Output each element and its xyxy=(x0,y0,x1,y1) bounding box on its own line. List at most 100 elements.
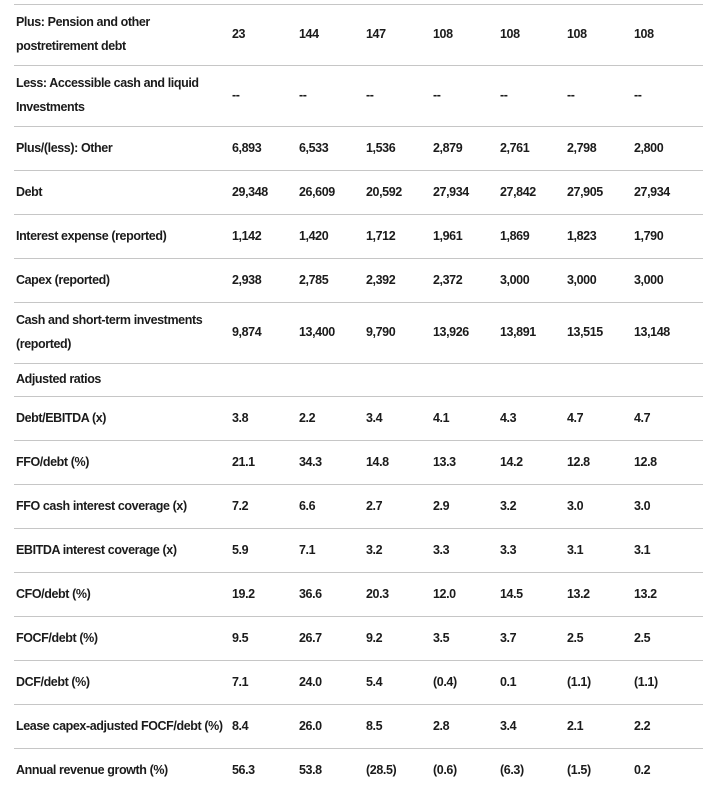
cell-value: 24.0 xyxy=(299,674,322,689)
cell-value: 34.3 xyxy=(299,454,322,469)
cell-value: (6.3) xyxy=(500,763,524,778)
table-row: Debt 29,348 26,609 20,592 27,934 27,842 27,905… xyxy=(14,171,703,215)
cell-value: 1,823 xyxy=(567,228,597,243)
cell-value: 4.7 xyxy=(634,410,651,425)
cell-value: 2.7 xyxy=(366,498,383,513)
cell-value: 26,609 xyxy=(299,184,335,199)
cell-value: 6.6 xyxy=(299,498,316,513)
cell-value: 6,533 xyxy=(299,140,329,155)
cell-value: 2.2 xyxy=(299,410,316,425)
row-label: Plus/(less): Other xyxy=(16,140,113,155)
table-row: Cash and short-term investments (reporte… xyxy=(14,303,703,364)
cell-value: 3,000 xyxy=(500,272,530,287)
cell-value: (0.4) xyxy=(433,674,457,689)
cell-value: 2.1 xyxy=(567,718,584,733)
cell-value: 3.3 xyxy=(500,542,517,557)
cell-value: 13,400 xyxy=(299,325,335,340)
cell-value: 12.8 xyxy=(634,454,657,469)
cell-value: 13.3 xyxy=(433,454,456,469)
cell-value: 27,842 xyxy=(500,184,536,199)
table-row: FFO/debt (%) 21.1 34.3 14.8 13.3 14.2 12.8 12.8 xyxy=(14,441,703,485)
cell-value: 14.5 xyxy=(500,586,523,601)
cell-value: 13.2 xyxy=(634,586,657,601)
cell-value: 108 xyxy=(634,27,654,42)
row-label: Plus: Pension and other postretirement d… xyxy=(16,15,150,53)
cell-value: 8.4 xyxy=(232,718,249,733)
row-label: Debt xyxy=(16,184,43,199)
cell-value: -- xyxy=(634,88,642,103)
cell-value: 108 xyxy=(500,27,520,42)
cell-value: 29,348 xyxy=(232,184,268,199)
cell-value: 21.1 xyxy=(232,454,255,469)
cell-value: 3,000 xyxy=(634,272,664,287)
cell-value: -- xyxy=(366,88,374,103)
cell-value: 56.3 xyxy=(232,763,255,778)
table-row: FOCF/debt (%) 9.5 26.7 9.2 3.5 3.7 2.5 2.5 xyxy=(14,617,703,661)
cell-value: 1,869 xyxy=(500,228,530,243)
table-row: Interest expense (reported) 1,142 1,420 1,7… xyxy=(14,215,703,259)
cell-value: 2,798 xyxy=(567,140,597,155)
cell-value: 9.2 xyxy=(366,630,383,645)
cell-value: (1.1) xyxy=(634,674,658,689)
cell-value: 3.2 xyxy=(366,542,383,557)
cell-value: (0.6) xyxy=(433,763,457,778)
financial-metrics-table: Plus: Pension and other postretirement d… xyxy=(14,4,703,793)
cell-value: 3,000 xyxy=(567,272,597,287)
cell-value: 1,420 xyxy=(299,228,329,243)
cell-value: 27,905 xyxy=(567,184,603,199)
cell-value: 9,874 xyxy=(232,325,262,340)
cell-value: 3.5 xyxy=(433,630,450,645)
table-row: Plus/(less): Other 6,893 6,533 1,536 2,879 2,… xyxy=(14,127,703,171)
cell-value: 3.0 xyxy=(567,498,584,513)
cell-value: 147 xyxy=(366,27,386,42)
cell-value: 8.5 xyxy=(366,718,383,733)
cell-value: 2.5 xyxy=(567,630,584,645)
row-label: Interest expense (reported) xyxy=(16,228,167,243)
cell-value: 2,800 xyxy=(634,140,664,155)
cell-value: -- xyxy=(232,88,240,103)
cell-value: 27,934 xyxy=(433,184,469,199)
cell-value: 3.7 xyxy=(500,630,517,645)
cell-value: 108 xyxy=(567,27,587,42)
cell-value: 2,761 xyxy=(500,140,530,155)
row-label: Annual revenue growth (%) xyxy=(16,763,168,778)
cell-value: 2,938 xyxy=(232,272,262,287)
cell-value: 12.8 xyxy=(567,454,590,469)
cell-value: 2.8 xyxy=(433,718,450,733)
cell-value: 3.3 xyxy=(433,542,450,557)
cell-value: 13,515 xyxy=(567,325,603,340)
cell-value: 12.0 xyxy=(433,586,456,601)
table-row: Plus: Pension and other postretirement d… xyxy=(14,5,703,66)
cell-value: 1,961 xyxy=(433,228,463,243)
cell-value: 3.8 xyxy=(232,410,249,425)
cell-value: 4.1 xyxy=(433,410,450,425)
cell-value: 0.2 xyxy=(634,763,651,778)
row-label: Lease capex-adjusted FOCF/debt (%) xyxy=(16,718,223,733)
cell-value: 5.9 xyxy=(232,542,249,557)
cell-value: 3.0 xyxy=(634,498,651,513)
table-row: Capex (reported) 2,938 2,785 2,392 2,372 3,00… xyxy=(14,259,703,303)
cell-value: 108 xyxy=(433,27,453,42)
cell-value: 2.9 xyxy=(433,498,450,513)
cell-value: 7.1 xyxy=(299,542,316,557)
cell-value: 2.5 xyxy=(634,630,651,645)
cell-value: 2,392 xyxy=(366,272,396,287)
cell-value: 20.3 xyxy=(366,586,389,601)
cell-value: -- xyxy=(299,88,307,103)
cell-value: (28.5) xyxy=(366,763,397,778)
table-row: FFO cash interest coverage (x) 7.2 6.6 2.7 2… xyxy=(14,485,703,529)
cell-value: -- xyxy=(500,88,508,103)
row-label: Debt/EBITDA (x) xyxy=(16,410,107,425)
table-row: CFO/debt (%) 19.2 36.6 20.3 12.0 14.5 13.2 13.2 xyxy=(14,573,703,617)
cell-value: 23 xyxy=(232,27,246,42)
cell-value: 7.2 xyxy=(232,498,249,513)
cell-value: 14.2 xyxy=(500,454,523,469)
row-label: DCF/debt (%) xyxy=(16,674,90,689)
cell-value: 1,712 xyxy=(366,228,396,243)
cell-value: 13.2 xyxy=(567,586,590,601)
section-header-label: Adjusted ratios xyxy=(16,372,101,387)
row-label: Cash and short-term investments (reporte… xyxy=(16,313,203,351)
row-label: Less: Accessible cash and liquid Investm… xyxy=(16,76,199,114)
cell-value: 2,879 xyxy=(433,140,463,155)
cell-value: -- xyxy=(433,88,441,103)
